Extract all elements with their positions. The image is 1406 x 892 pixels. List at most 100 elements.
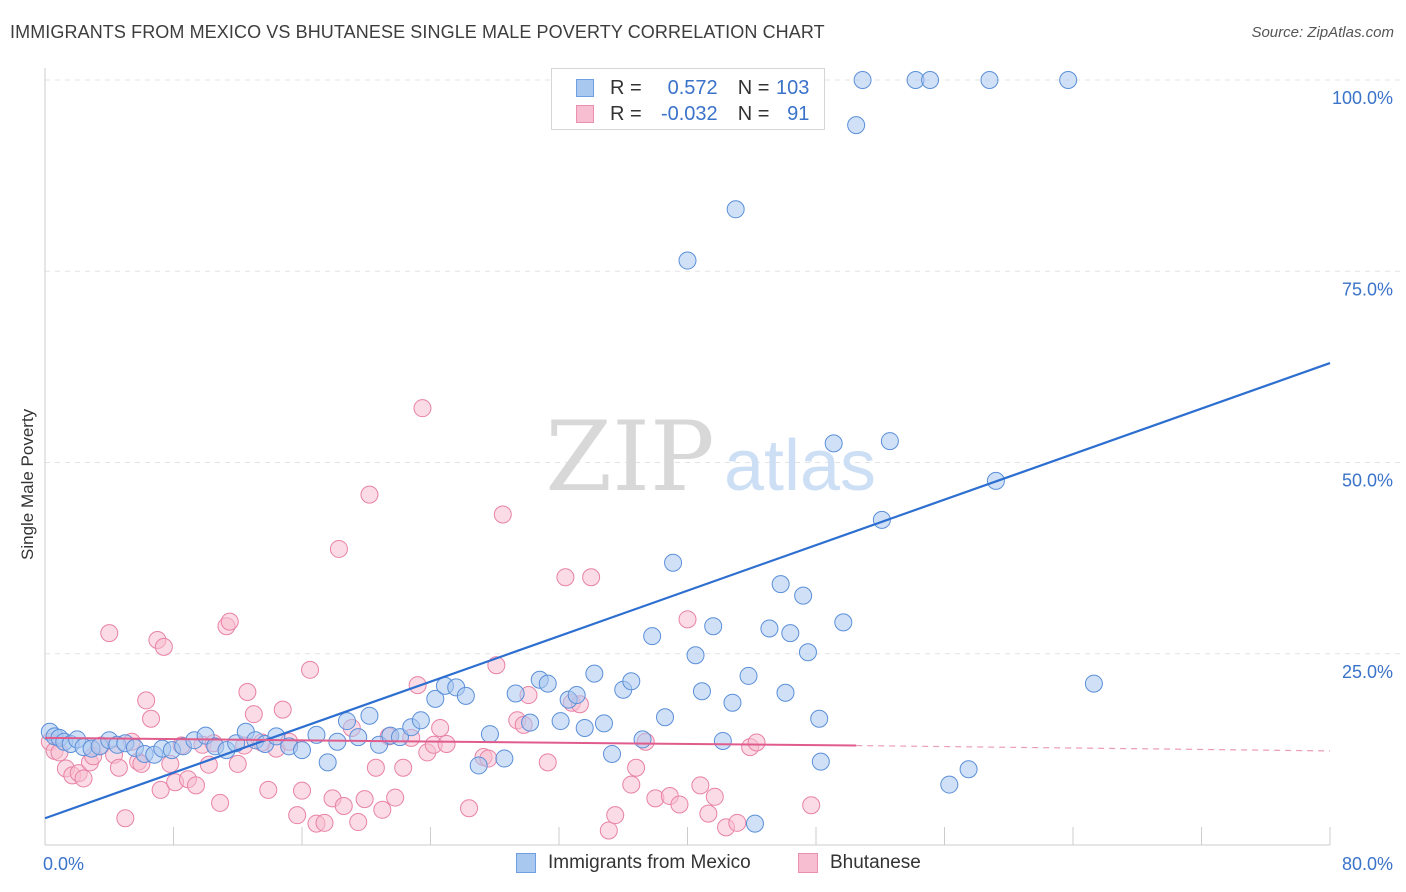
point-bhutanese bbox=[329, 539, 348, 558]
point-bhutanese bbox=[100, 624, 119, 643]
point-mexico bbox=[726, 200, 745, 219]
point-bhutanese bbox=[747, 733, 766, 752]
point-bhutanese bbox=[802, 796, 821, 815]
legend-item-bhutanese: Bhutanese bbox=[798, 852, 921, 874]
point-bhutanese bbox=[538, 753, 557, 772]
point-mexico bbox=[567, 686, 586, 705]
r-label: R = bbox=[610, 102, 642, 125]
watermark-zip: ZIP bbox=[545, 401, 714, 513]
point-mexico bbox=[521, 713, 540, 732]
point-bhutanese bbox=[691, 776, 710, 795]
point-bhutanese bbox=[431, 718, 450, 737]
point-bhutanese bbox=[109, 758, 128, 777]
bhutanese-swatch bbox=[576, 105, 594, 123]
tick-labels: 25.0% 50.0% 75.0% 100.0% 0.0% 80.0% bbox=[43, 88, 1393, 874]
trend-extension-bhutanese bbox=[856, 744, 1331, 752]
point-bhutanese bbox=[334, 796, 353, 815]
point-bhutanese bbox=[349, 813, 368, 832]
point-mexico bbox=[959, 760, 978, 779]
point-bhutanese bbox=[273, 700, 292, 719]
point-mexico bbox=[293, 741, 311, 760]
point-mexico bbox=[798, 643, 817, 662]
point-mexico bbox=[834, 613, 853, 632]
point-mexico bbox=[585, 664, 604, 683]
point-mexico bbox=[575, 718, 594, 737]
point-mexico bbox=[745, 814, 764, 833]
point-bhutanese bbox=[599, 821, 618, 840]
point-mexico bbox=[506, 684, 525, 703]
point-mexico bbox=[980, 71, 999, 89]
point-mexico bbox=[678, 251, 697, 270]
point-mexico bbox=[921, 71, 940, 89]
point-bhutanese bbox=[386, 788, 405, 807]
point-bhutanese bbox=[437, 735, 456, 754]
point-mexico bbox=[824, 434, 843, 453]
point-mexico bbox=[704, 617, 723, 636]
point-mexico bbox=[739, 666, 758, 685]
point-mexico bbox=[318, 753, 337, 772]
r-label: R = bbox=[610, 76, 642, 99]
point-mexico bbox=[1059, 71, 1078, 89]
point-mexico bbox=[723, 693, 742, 712]
point-bhutanese bbox=[622, 775, 641, 794]
point-mexico bbox=[495, 749, 514, 768]
point-mexico bbox=[328, 732, 347, 751]
point-mexico bbox=[337, 712, 356, 731]
trend-lines bbox=[44, 362, 1331, 820]
legend-swatch-mexico bbox=[516, 853, 536, 873]
point-bhutanese bbox=[220, 612, 239, 631]
y-tick-label: 50.0% bbox=[1342, 471, 1393, 491]
point-mexico bbox=[664, 553, 683, 572]
point-mexico bbox=[480, 725, 499, 744]
point-bhutanese bbox=[460, 799, 479, 818]
point-mexico bbox=[794, 586, 813, 605]
point-bhutanese bbox=[301, 660, 320, 679]
point-mexico bbox=[811, 752, 830, 771]
n-value-bhutanese: 91 bbox=[787, 102, 810, 125]
n-label: N = bbox=[737, 76, 770, 99]
point-bhutanese bbox=[211, 793, 230, 812]
point-mexico bbox=[643, 627, 662, 646]
legend-label-mexico: Immigrants from Mexico bbox=[548, 852, 751, 873]
point-mexico bbox=[692, 682, 711, 701]
point-mexico bbox=[633, 730, 652, 749]
point-mexico bbox=[307, 725, 326, 744]
point-mexico bbox=[594, 714, 613, 733]
point-bhutanese bbox=[199, 755, 218, 774]
point-mexico bbox=[940, 775, 959, 794]
point-mexico bbox=[622, 672, 641, 691]
legend-item-mexico: Immigrants from Mexico bbox=[516, 852, 751, 874]
point-bhutanese bbox=[606, 806, 625, 825]
watermark-atlas: atlas bbox=[724, 426, 876, 506]
r-value-mexico: 0.572 bbox=[667, 76, 718, 99]
grid bbox=[45, 79, 1400, 655]
point-bhutanese bbox=[355, 790, 374, 809]
point-mexico bbox=[469, 756, 488, 775]
point-bhutanese bbox=[151, 780, 170, 799]
legend-swatch-bhutanese bbox=[798, 853, 818, 873]
point-mexico bbox=[760, 619, 779, 638]
point-bhutanese bbox=[705, 787, 724, 806]
x-tick-label-min: 0.0% bbox=[43, 854, 84, 874]
point-bhutanese bbox=[142, 709, 161, 728]
point-mexico bbox=[426, 689, 445, 708]
point-bhutanese bbox=[360, 485, 379, 504]
y-tick-label: 25.0% bbox=[1342, 662, 1393, 682]
point-bhutanese bbox=[116, 809, 135, 828]
point-bhutanese bbox=[293, 781, 311, 800]
stats-row-mexico: R = 0.572 N = 103 bbox=[576, 75, 809, 101]
point-bhutanese bbox=[366, 758, 385, 777]
x-tick-label-max: 80.0% bbox=[1342, 854, 1393, 874]
point-bhutanese bbox=[413, 399, 432, 418]
point-bhutanese bbox=[238, 683, 257, 701]
point-mexico bbox=[853, 71, 872, 89]
stats-row-bhutanese: R = -0.032 N = 91 bbox=[576, 101, 809, 127]
point-bhutanese bbox=[728, 813, 747, 832]
n-label: N = bbox=[737, 102, 770, 125]
point-bhutanese bbox=[627, 758, 646, 777]
chart-source: Source: ZipAtlas.com bbox=[1251, 24, 1394, 41]
point-mexico bbox=[360, 706, 379, 725]
point-mexico bbox=[456, 686, 475, 705]
point-mexico bbox=[551, 712, 570, 731]
